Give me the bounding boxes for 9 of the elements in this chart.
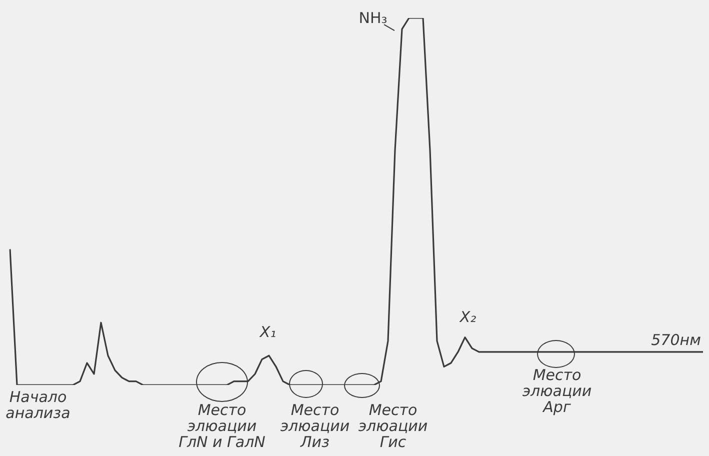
annotation: NH₃ [358,8,388,27]
annotation: X₁ [258,322,276,341]
annotation: Место элюации Арг [522,366,592,416]
text: Начало анализа [6,388,70,422]
text: Место элюации Лиз [280,400,350,451]
annotation: 570нм [651,330,701,349]
annotation: X₂ [458,308,476,326]
text: Место элюации ГлN и ГалN [178,400,266,451]
text: Место элюации Гис [358,400,428,451]
